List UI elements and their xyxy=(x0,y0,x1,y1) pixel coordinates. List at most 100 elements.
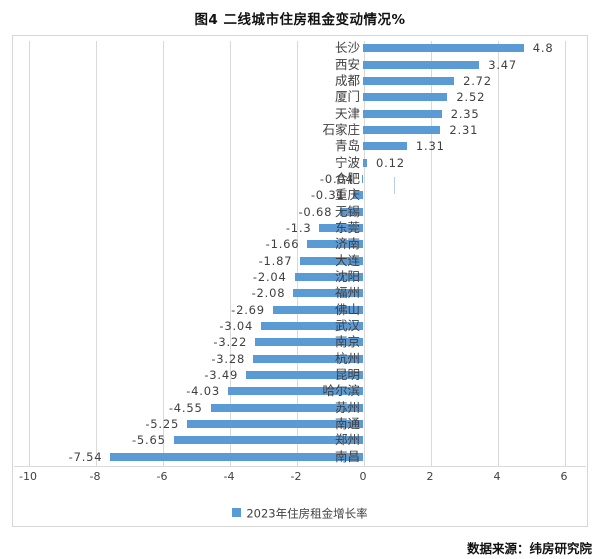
bar-佛山 xyxy=(272,305,363,314)
bar-杭州 xyxy=(253,354,363,363)
bar-石家庄 xyxy=(363,125,441,134)
x-axis-tick-label: -4 xyxy=(223,470,235,483)
chart-legend: 2023年住房租金增长率 xyxy=(0,503,600,522)
bar-东莞 xyxy=(319,223,363,232)
category-label: 南昌 xyxy=(334,448,360,464)
value-label: -4.03 xyxy=(186,384,220,399)
category-label: 成都 xyxy=(334,72,360,88)
x-axis-tick-label: -2 xyxy=(290,470,302,483)
category-label: 天津 xyxy=(334,105,360,121)
gridline xyxy=(297,41,298,466)
x-axis-tick-label: -8 xyxy=(89,470,101,483)
bar-青岛 xyxy=(363,142,407,151)
bar-天津 xyxy=(363,109,442,118)
value-label: 2.31 xyxy=(449,122,479,137)
bar-南通 xyxy=(187,420,363,429)
value-label: 2.35 xyxy=(450,106,480,121)
value-label: -0.68 xyxy=(298,204,333,219)
bar-长沙 xyxy=(363,44,524,53)
category-label: 郑州 xyxy=(334,432,360,448)
bar-宁波 xyxy=(363,158,368,167)
value-label: 3.47 xyxy=(488,57,518,72)
category-label: 苏州 xyxy=(334,399,360,415)
x-axis-tick-label: -10 xyxy=(19,470,37,483)
category-label: 无锡 xyxy=(334,203,360,219)
category-label: 杭州 xyxy=(334,350,360,366)
category-label: 哈尔滨 xyxy=(322,383,360,399)
bar-沈阳 xyxy=(294,273,363,282)
gridline xyxy=(364,41,365,466)
category-label: 东莞 xyxy=(334,219,360,235)
x-axis-tick-label: 2 xyxy=(426,470,434,483)
category-label: 西安 xyxy=(334,56,360,72)
value-label: -2.08 xyxy=(251,286,286,301)
value-label: -2.69 xyxy=(231,302,265,317)
bar-重庆 xyxy=(352,191,363,200)
bar-合肥 xyxy=(361,174,363,183)
bar-武汉 xyxy=(261,322,363,331)
value-label: 1.31 xyxy=(415,139,445,154)
bar-哈尔滨 xyxy=(227,387,363,396)
bar-郑州 xyxy=(173,436,363,445)
bar-无锡 xyxy=(340,207,363,216)
bar-成都 xyxy=(363,76,455,85)
category-label: 昆明 xyxy=(334,367,360,383)
value-label: -3.49 xyxy=(204,368,239,383)
value-label: -0.04 xyxy=(319,171,354,186)
category-label: 南通 xyxy=(334,416,360,432)
x-axis-line xyxy=(14,466,586,467)
category-label: 长沙 xyxy=(334,40,360,56)
category-label: 武汉 xyxy=(334,318,360,334)
value-label: -5.25 xyxy=(145,417,180,432)
bar-厦门 xyxy=(363,93,448,102)
category-label: 青岛 xyxy=(334,138,360,154)
value-label: -5.65 xyxy=(131,433,166,448)
value-label: -4.55 xyxy=(168,400,203,415)
value-label: -3.22 xyxy=(213,335,248,350)
bar-济南 xyxy=(307,240,363,249)
x-axis-tick-label: 6 xyxy=(560,470,568,483)
value-label: -7.54 xyxy=(68,449,103,464)
category-label: 合肥 xyxy=(334,170,360,186)
value-label: 4.8 xyxy=(532,41,554,56)
category-label: 重庆 xyxy=(334,187,360,203)
gridline xyxy=(29,41,30,466)
category-label: 大连 xyxy=(334,252,360,268)
x-axis-tick-label: 4 xyxy=(493,470,501,483)
category-label: 沈阳 xyxy=(334,269,360,285)
bar-苏州 xyxy=(210,403,363,412)
value-label: -2.04 xyxy=(252,270,287,285)
legend-color-swatch-icon xyxy=(232,508,242,517)
value-label: -3.28 xyxy=(211,351,246,366)
gridline xyxy=(565,41,566,466)
category-label: 厦门 xyxy=(334,89,360,105)
gridline xyxy=(431,41,432,466)
gridline xyxy=(498,41,499,466)
gridline xyxy=(230,41,231,466)
bar-福州 xyxy=(293,289,363,298)
data-source-note: 数据来源：纬房研究院 xyxy=(466,541,592,556)
category-label: 南京 xyxy=(334,334,360,350)
value-label: -1.66 xyxy=(265,237,300,252)
value-label: 0.12 xyxy=(376,155,405,170)
value-label: -0.31 xyxy=(310,188,345,203)
value-label: -1.87 xyxy=(258,253,293,268)
gridline xyxy=(163,41,164,466)
category-label: 佛山 xyxy=(334,301,360,317)
chart-title: 图4 二线城市住房租金变动情况% xyxy=(194,12,406,28)
value-label: 2.52 xyxy=(456,90,486,105)
category-label: 宁波 xyxy=(334,154,360,170)
x-axis-tick-label: -6 xyxy=(156,470,168,483)
bar-昆明 xyxy=(246,371,363,380)
bar-南昌 xyxy=(110,452,363,461)
gridline xyxy=(96,41,97,466)
value-label: -3.04 xyxy=(219,319,254,334)
category-label: 福州 xyxy=(334,285,360,301)
bar-南京 xyxy=(255,338,363,347)
category-label: 石家庄 xyxy=(322,121,360,137)
data-label-leader-line xyxy=(394,177,395,194)
x-axis-tick-label: 0 xyxy=(359,470,367,483)
bar-大连 xyxy=(300,256,363,265)
legend-series-label: 2023年住房租金增长率 xyxy=(246,506,368,521)
